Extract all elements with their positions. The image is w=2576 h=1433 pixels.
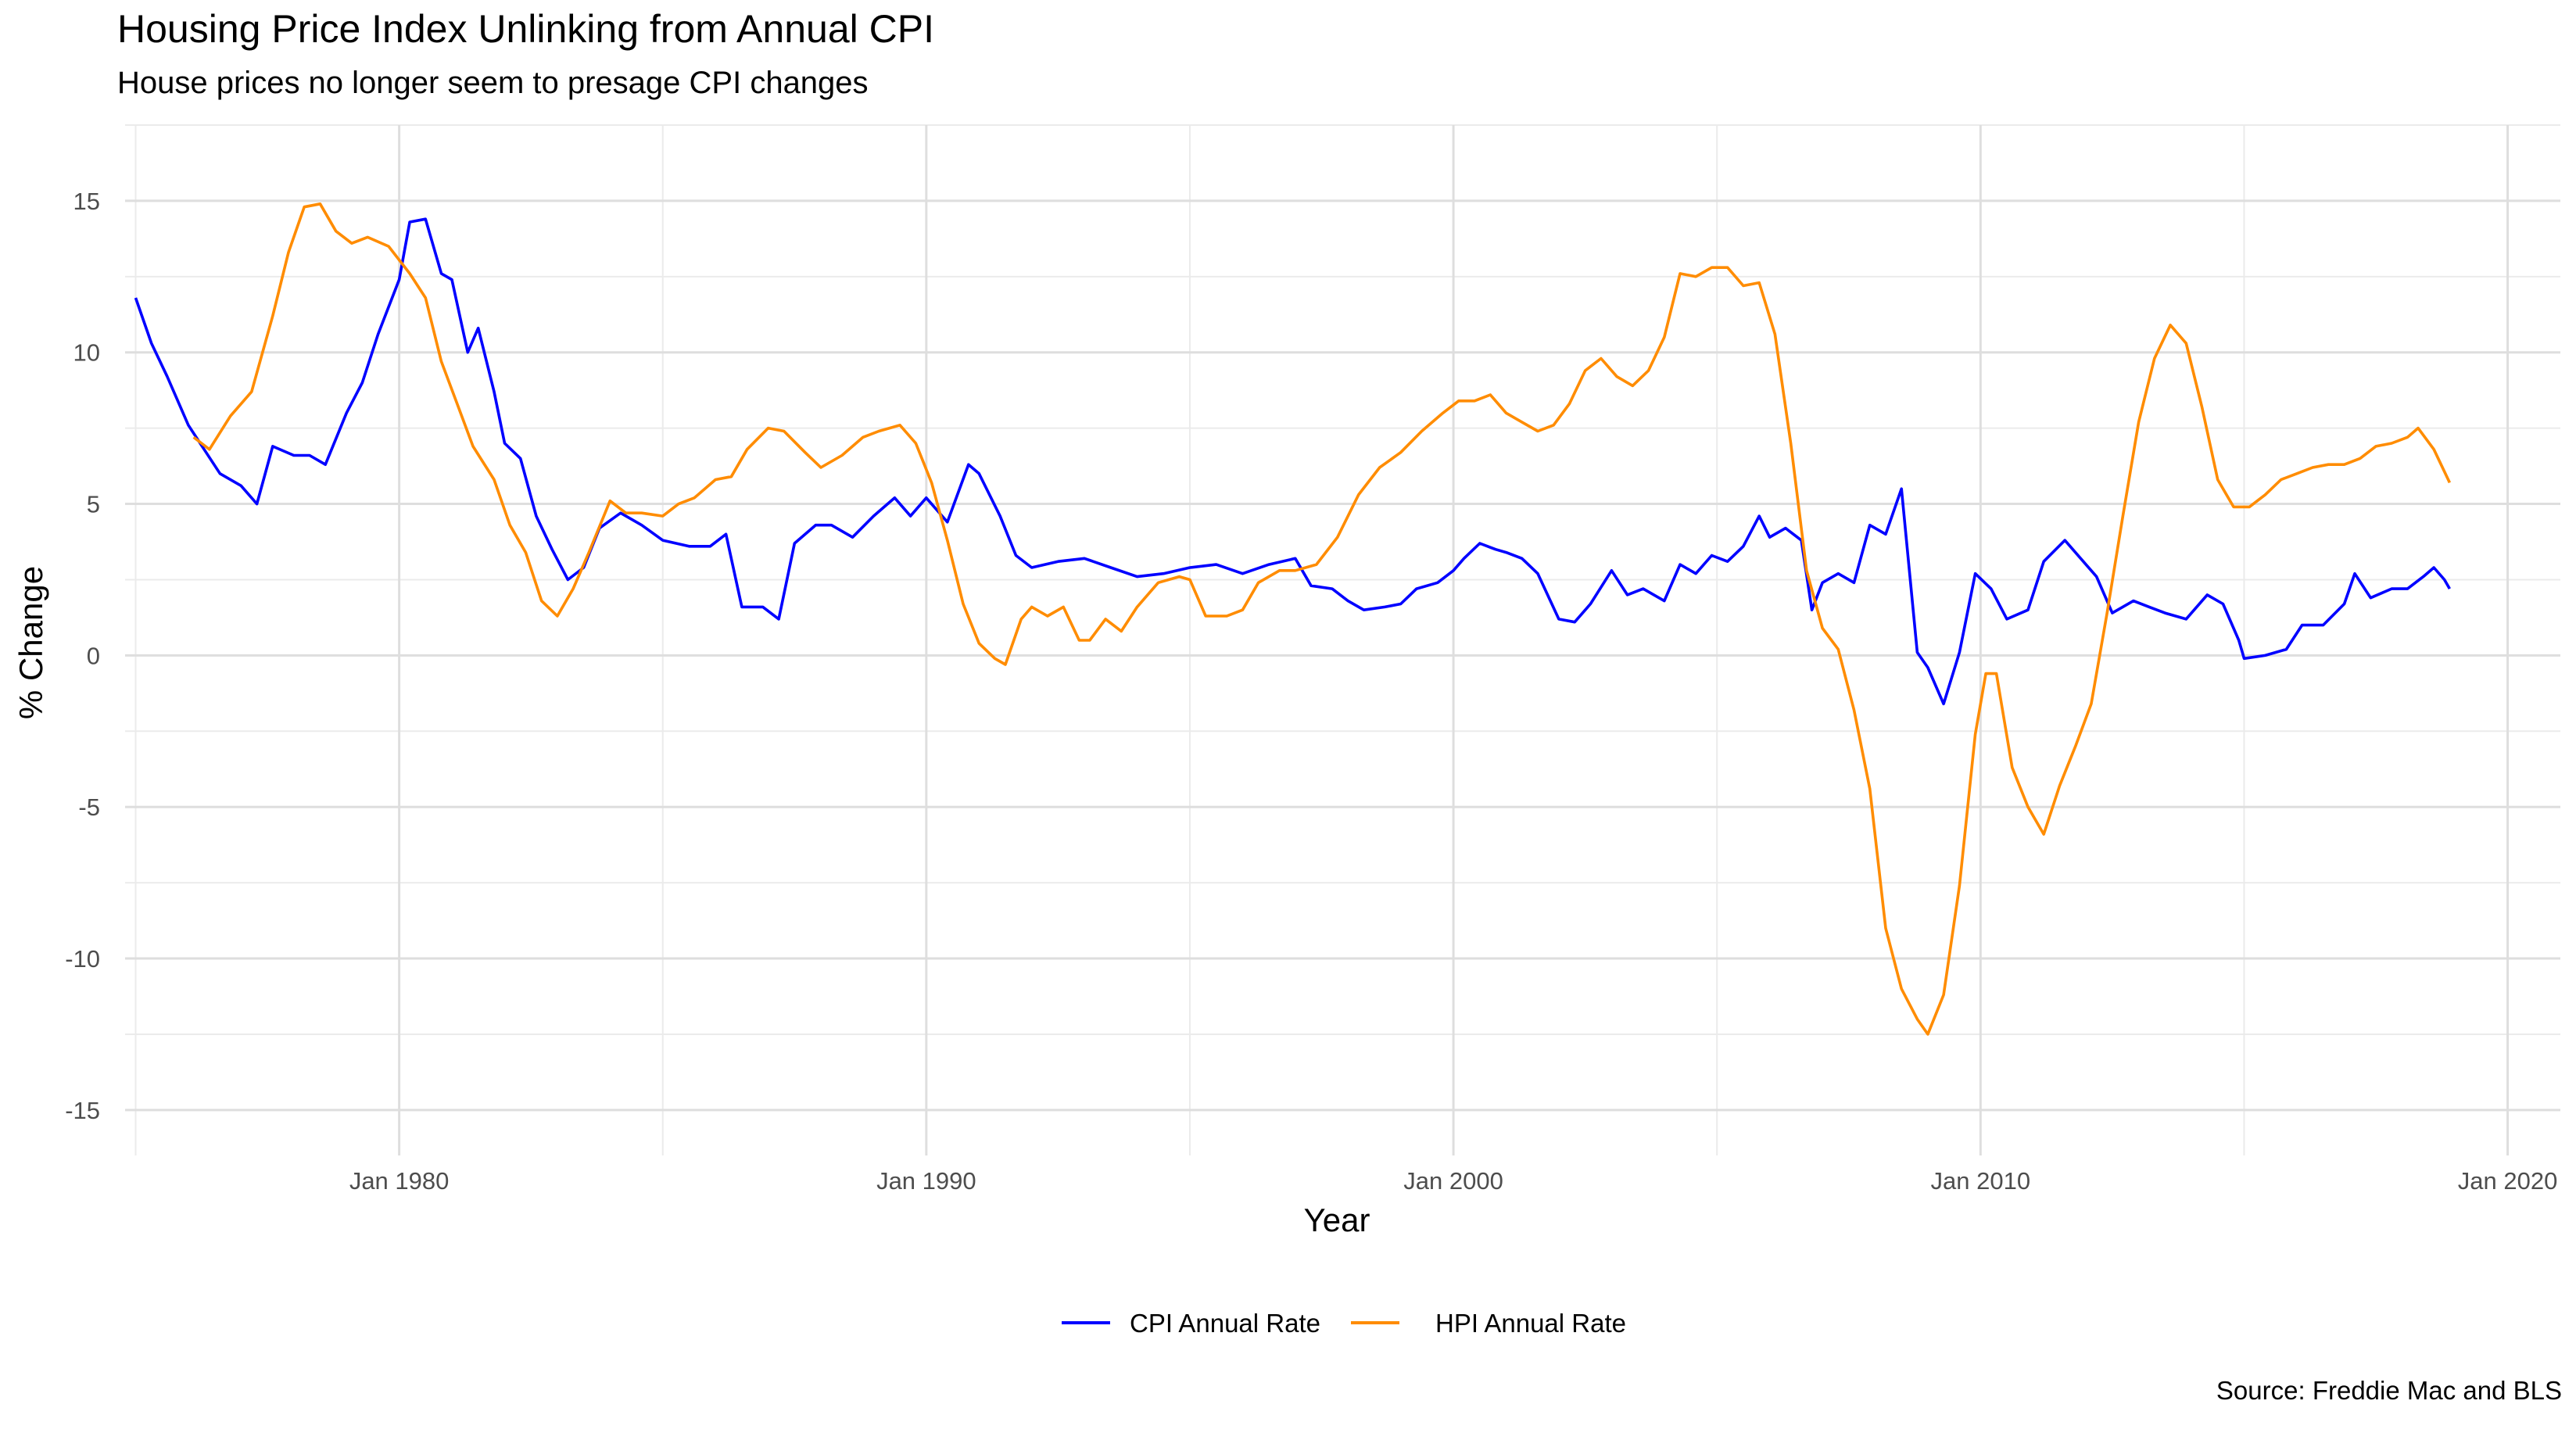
series-lines: [134, 202, 2452, 1036]
y-tick-label: 10: [73, 339, 100, 367]
series-line-hpi: [192, 202, 2452, 1036]
chart-title: Housing Price Index Unlinking from Annua…: [117, 7, 934, 51]
y-tick-label: 0: [87, 642, 100, 669]
y-tick-label: 15: [73, 188, 100, 215]
legend-label-hpi: HPI Annual Rate: [1435, 1309, 1626, 1338]
chart-subtitle: House prices no longer seem to presage C…: [117, 66, 869, 100]
legend-label-cpi: CPI Annual Rate: [1130, 1309, 1320, 1338]
x-tick-label: Jan 2000: [1403, 1167, 1503, 1195]
x-tick-label: Jan 2020: [2458, 1167, 2558, 1195]
grid-lines: [125, 124, 2560, 1155]
y-axis-title: % Change: [13, 566, 49, 719]
series-line-cpi: [134, 217, 2451, 706]
chart-source-caption: Source: Freddie Mac and BLS: [2216, 1376, 2562, 1405]
x-axis-title: Year: [1304, 1202, 1370, 1238]
x-tick-label: Jan 1980: [349, 1167, 450, 1195]
y-tick-label: -10: [65, 945, 100, 973]
y-tick-label: 5: [87, 491, 100, 518]
axis-labels: -15 -10 -5 0 5 10 15 Jan 1980 Jan 1990 Jan 2000 Ja…: [65, 188, 2557, 1195]
legend: CPI Annual Rate HPI Annual Rate: [1062, 1309, 1626, 1338]
y-tick-label: -15: [65, 1097, 100, 1124]
x-tick-label: Jan 1990: [876, 1167, 976, 1195]
y-tick-label: -5: [78, 794, 100, 821]
x-tick-label: Jan 2010: [1931, 1167, 2031, 1195]
